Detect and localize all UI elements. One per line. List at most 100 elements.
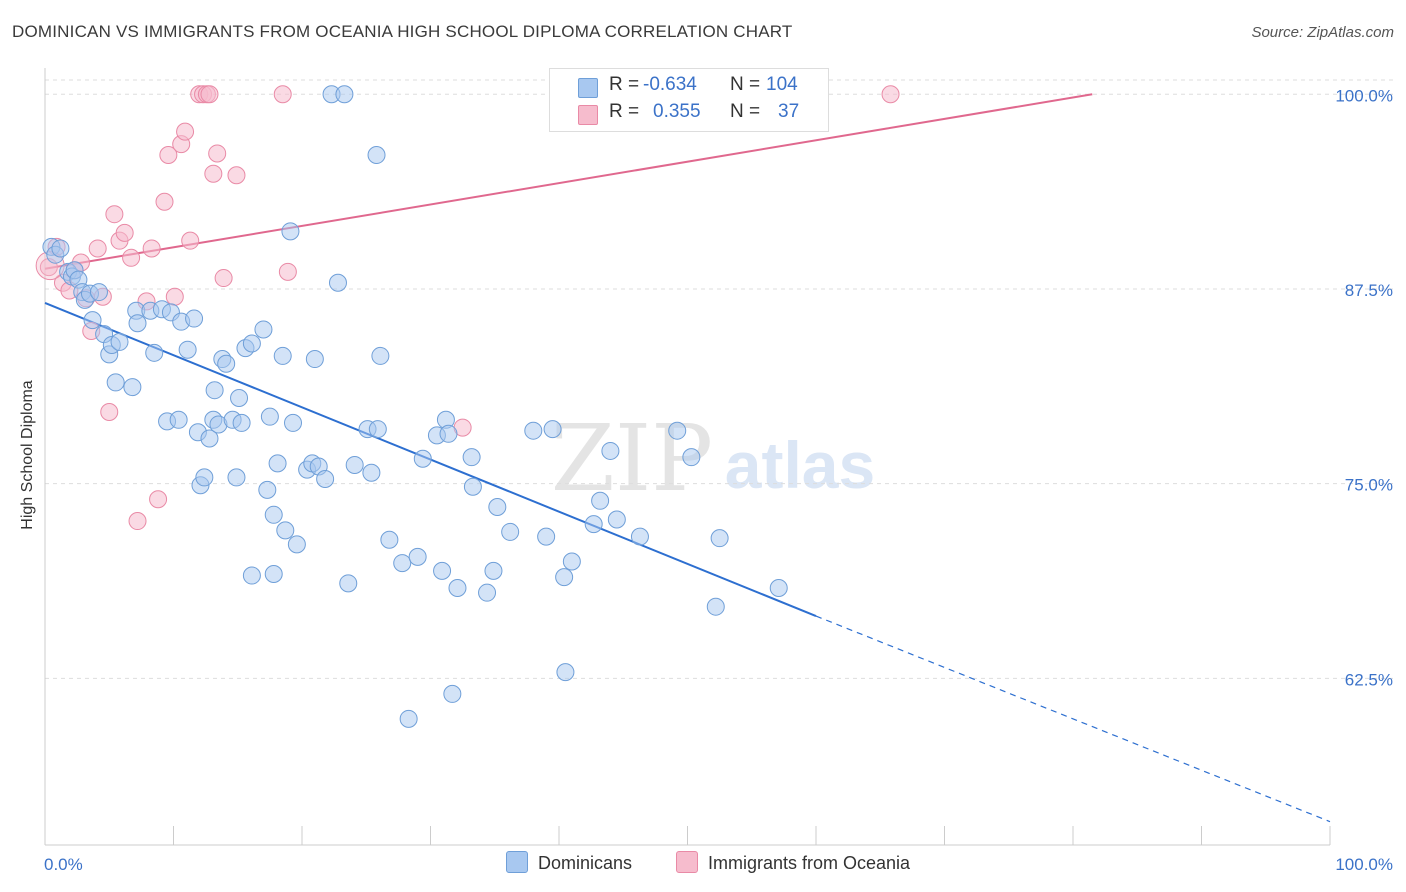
dominican-point	[258, 480, 277, 499]
watermark: ZIP atlas	[551, 405, 875, 512]
oceania-point	[273, 85, 292, 104]
dominican-point	[305, 350, 324, 369]
dominican-point	[501, 522, 520, 541]
dominicans-trend-extension	[815, 615, 1331, 823]
dominican-point	[380, 530, 399, 549]
oceania-point	[142, 239, 161, 258]
n-label: N =	[730, 74, 761, 95]
oceania-point	[149, 490, 168, 509]
oceania-point	[115, 223, 134, 242]
oceania-point	[227, 166, 246, 185]
dominican-point	[205, 381, 224, 400]
dominicans-legend-swatch	[506, 851, 528, 873]
bottom-legend: Dominicans Immigrants from Oceania	[0, 851, 1406, 877]
dominican-point	[368, 420, 387, 439]
dominican-point	[562, 552, 581, 571]
oceania-swatch	[578, 105, 598, 125]
dominican-point	[478, 583, 497, 602]
dominican-point	[316, 469, 335, 488]
oceania-point	[176, 122, 195, 141]
y-tick-label: 87.5%	[1345, 281, 1393, 300]
y-tick-label: 75.0%	[1345, 476, 1393, 495]
r-label: R =	[609, 101, 640, 122]
dominican-point	[123, 378, 142, 397]
dominican-point	[543, 420, 562, 439]
n-value: 104	[766, 74, 798, 95]
dominican-point	[339, 574, 358, 593]
chart-title: DOMINICAN VS IMMIGRANTS FROM OCEANIA HIG…	[12, 22, 793, 41]
dominican-point	[537, 527, 556, 546]
oceania-point	[88, 239, 107, 258]
grid-lines	[45, 79, 1395, 679]
dominican-point	[195, 468, 214, 487]
dominican-point	[462, 448, 481, 467]
oceania-point	[105, 205, 124, 224]
dominican-point	[439, 424, 458, 443]
oceania-point	[204, 164, 223, 183]
dominican-point	[51, 239, 70, 258]
oceania-point	[159, 146, 178, 165]
dominican-point	[227, 468, 246, 487]
dominican-point	[335, 85, 354, 104]
oceania-legend-label: Immigrants from Oceania	[708, 853, 911, 873]
dominican-point	[264, 564, 283, 583]
dominican-point	[448, 579, 467, 598]
legend-item-dominicans: Dominicans	[506, 851, 632, 874]
dominican-point	[399, 709, 418, 728]
dominican-point	[345, 455, 364, 474]
legend-item-oceania: Immigrants from Oceania	[676, 851, 910, 874]
dominican-point	[710, 529, 729, 548]
oceania-point	[165, 287, 184, 306]
dominican-point	[362, 463, 381, 482]
oceania-points	[35, 85, 900, 531]
dominican-point	[273, 346, 292, 365]
dominican-point	[463, 477, 482, 496]
dominican-point	[287, 535, 306, 554]
r-value: 0.355	[653, 101, 701, 122]
dominican-point	[276, 521, 295, 540]
n-label: N =	[730, 101, 761, 122]
dominican-point	[484, 561, 503, 580]
oceania-point	[155, 192, 174, 211]
x-tick-label-min: 0.0%	[44, 855, 83, 874]
dominican-point	[89, 283, 108, 302]
dominican-point	[200, 429, 219, 448]
dominican-point	[630, 527, 649, 546]
dominican-point	[185, 309, 204, 328]
dominican-point	[556, 663, 575, 682]
source-label: Source: ZipAtlas.com	[1251, 24, 1394, 41]
dominican-point	[145, 343, 164, 362]
oceania-point	[128, 512, 147, 531]
dominican-point	[281, 222, 300, 241]
oceania-trend-line	[44, 93, 1093, 270]
stats-legend: R = -0.634 N = 104 R = 0.355 N = 37	[549, 68, 829, 132]
dominican-point	[110, 332, 129, 351]
dominican-point	[601, 441, 620, 460]
dominican-point	[769, 579, 788, 598]
dominican-point	[284, 413, 303, 432]
dominican-point	[584, 515, 603, 534]
dominican-point	[706, 597, 725, 616]
x-tick-label-max: 100.0%	[1335, 855, 1393, 874]
oceania-point	[181, 231, 200, 250]
dominican-point	[591, 491, 610, 510]
r-value: -0.634	[643, 74, 697, 95]
dominican-point	[367, 146, 386, 165]
dominican-point	[607, 510, 626, 529]
dominican-point	[242, 334, 261, 353]
dominican-point	[230, 388, 249, 407]
oceania-point	[208, 144, 227, 163]
dominican-point	[524, 421, 543, 440]
dominicans-swatch	[578, 78, 598, 98]
dominican-point	[488, 498, 507, 517]
watermark-atlas: atlas	[725, 428, 875, 502]
tick-labels: 62.5% 75.0% 87.5% 100.0% 0.0% 100.0%	[44, 86, 1393, 874]
dominican-point	[328, 273, 347, 292]
y-tick-label: 62.5%	[1345, 670, 1393, 689]
dominican-point	[83, 311, 102, 330]
oceania-point	[100, 403, 119, 422]
oceania-point	[122, 248, 141, 267]
dominican-point	[268, 454, 287, 473]
axes	[44, 68, 1331, 846]
